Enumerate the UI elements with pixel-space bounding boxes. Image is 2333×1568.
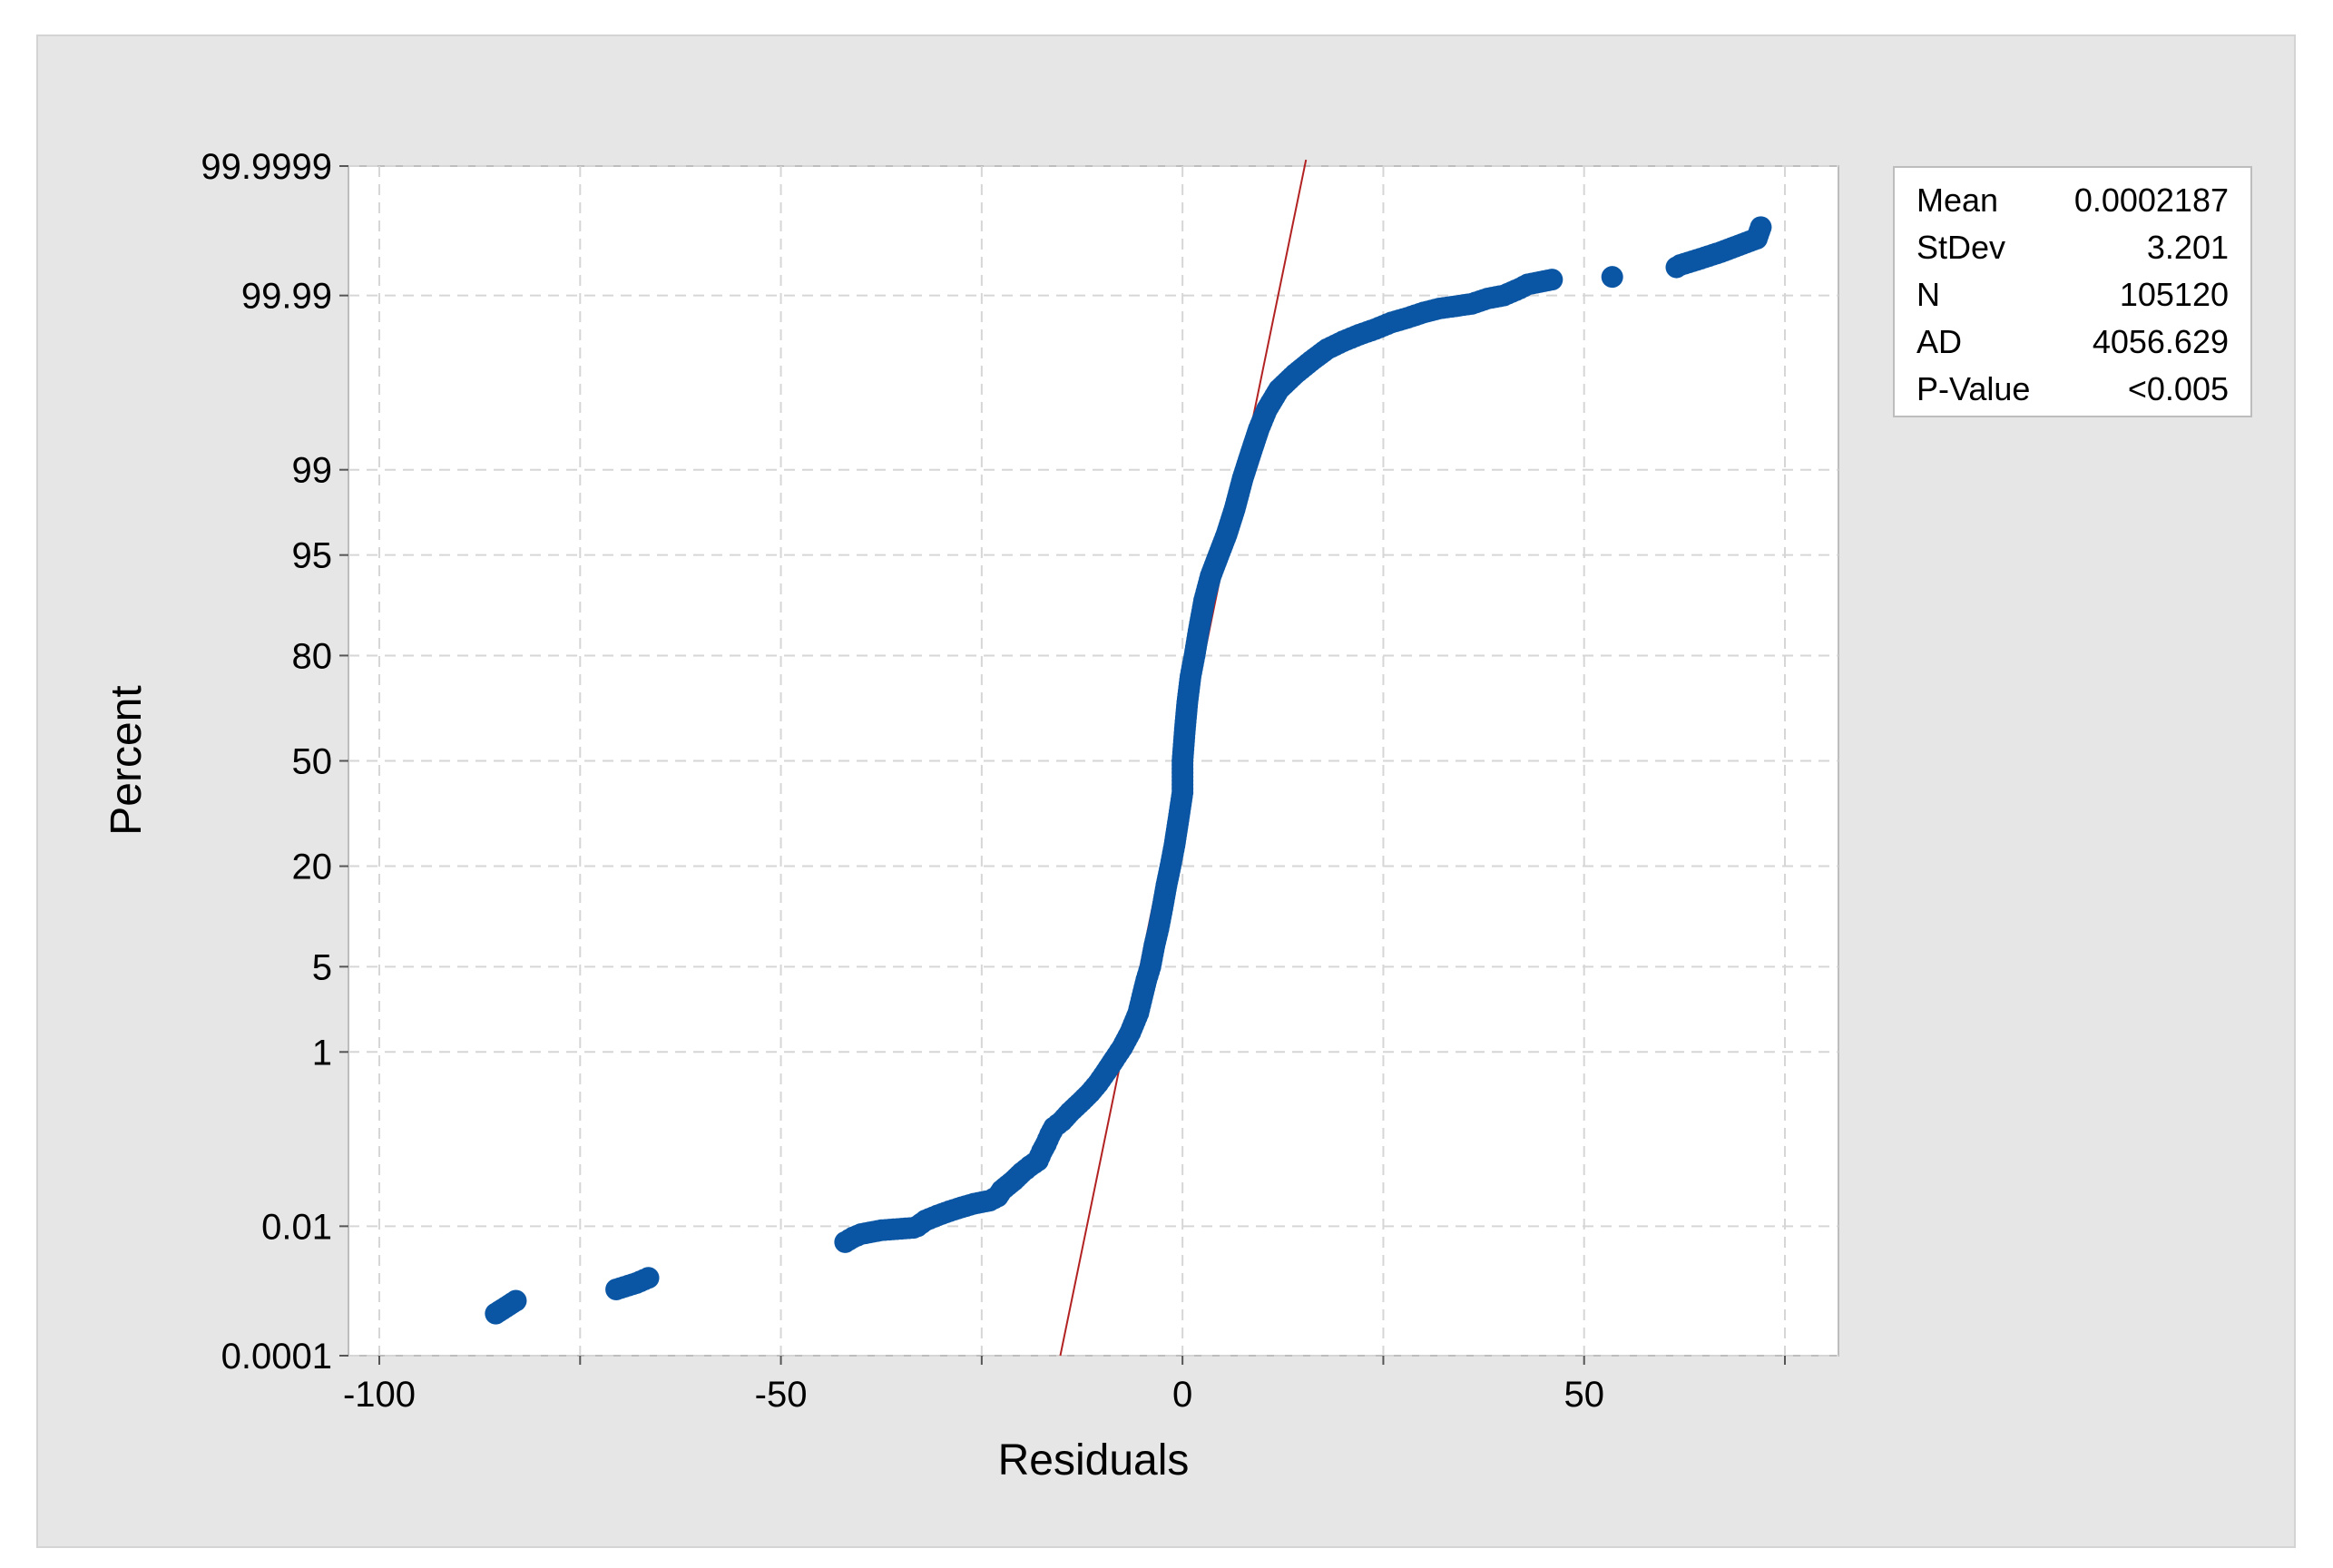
data-point [1541,269,1564,291]
y-axis-title: Percent [103,685,151,835]
grid [348,165,1838,1357]
stat-value: 4056.629 [2092,323,2229,360]
x-tick-label: -50 [755,1375,808,1415]
y-tick-label: 99 [292,451,333,491]
stat-label: P-Value [1916,370,2031,407]
data-point [1601,266,1623,289]
data-point [637,1267,660,1289]
axis-ticks: 0.0001 0.01 1 5 20 50 80 95 99 99.99 99.9999 -100 -5… [201,147,1786,1415]
stat-row: P-Value <0.005 [1916,366,2229,413]
y-tick-label: 50 [292,742,333,782]
y-tick-label: 99.99 [241,277,332,317]
statistics-box: Mean 0.0002187 StDev 3.201 N 105120 AD 4056.629… [1893,166,2252,417]
stat-value: 0.0002187 [2073,181,2229,219]
y-tick-label: 80 [292,636,333,676]
stat-value: <0.005 [2127,370,2229,407]
x-tick-label: -100 [343,1375,416,1415]
y-tick-label: 1 [312,1033,332,1073]
stat-row: N 105120 [1916,271,2229,318]
y-tick-label: 0.0001 [221,1337,332,1377]
y-tick-label: 5 [312,947,332,987]
stat-row: Mean 0.0002187 [1916,177,2229,224]
y-tick-label: 95 [292,536,333,576]
stat-row: AD 4056.629 [1916,318,2229,366]
x-tick-label: 0 [1172,1375,1192,1415]
data-point [505,1289,527,1312]
stat-value: 3.201 [2146,229,2229,266]
stat-value: 105120 [2119,276,2229,313]
stat-label: N [1916,276,1940,313]
stat-label: Mean [1916,181,1999,219]
stat-label: StDev [1916,229,2006,266]
y-tick-label: 0.01 [261,1207,332,1247]
data-points [485,216,1772,1325]
y-tick-label: 20 [292,848,333,887]
x-tick-label: 50 [1564,1375,1604,1415]
y-tick-label: 99.9999 [201,147,332,187]
stat-row: StDev 3.201 [1916,224,2229,271]
data-point [1750,216,1772,239]
x-axis-title: Residuals [998,1436,1190,1485]
stat-label: AD [1916,323,1963,360]
